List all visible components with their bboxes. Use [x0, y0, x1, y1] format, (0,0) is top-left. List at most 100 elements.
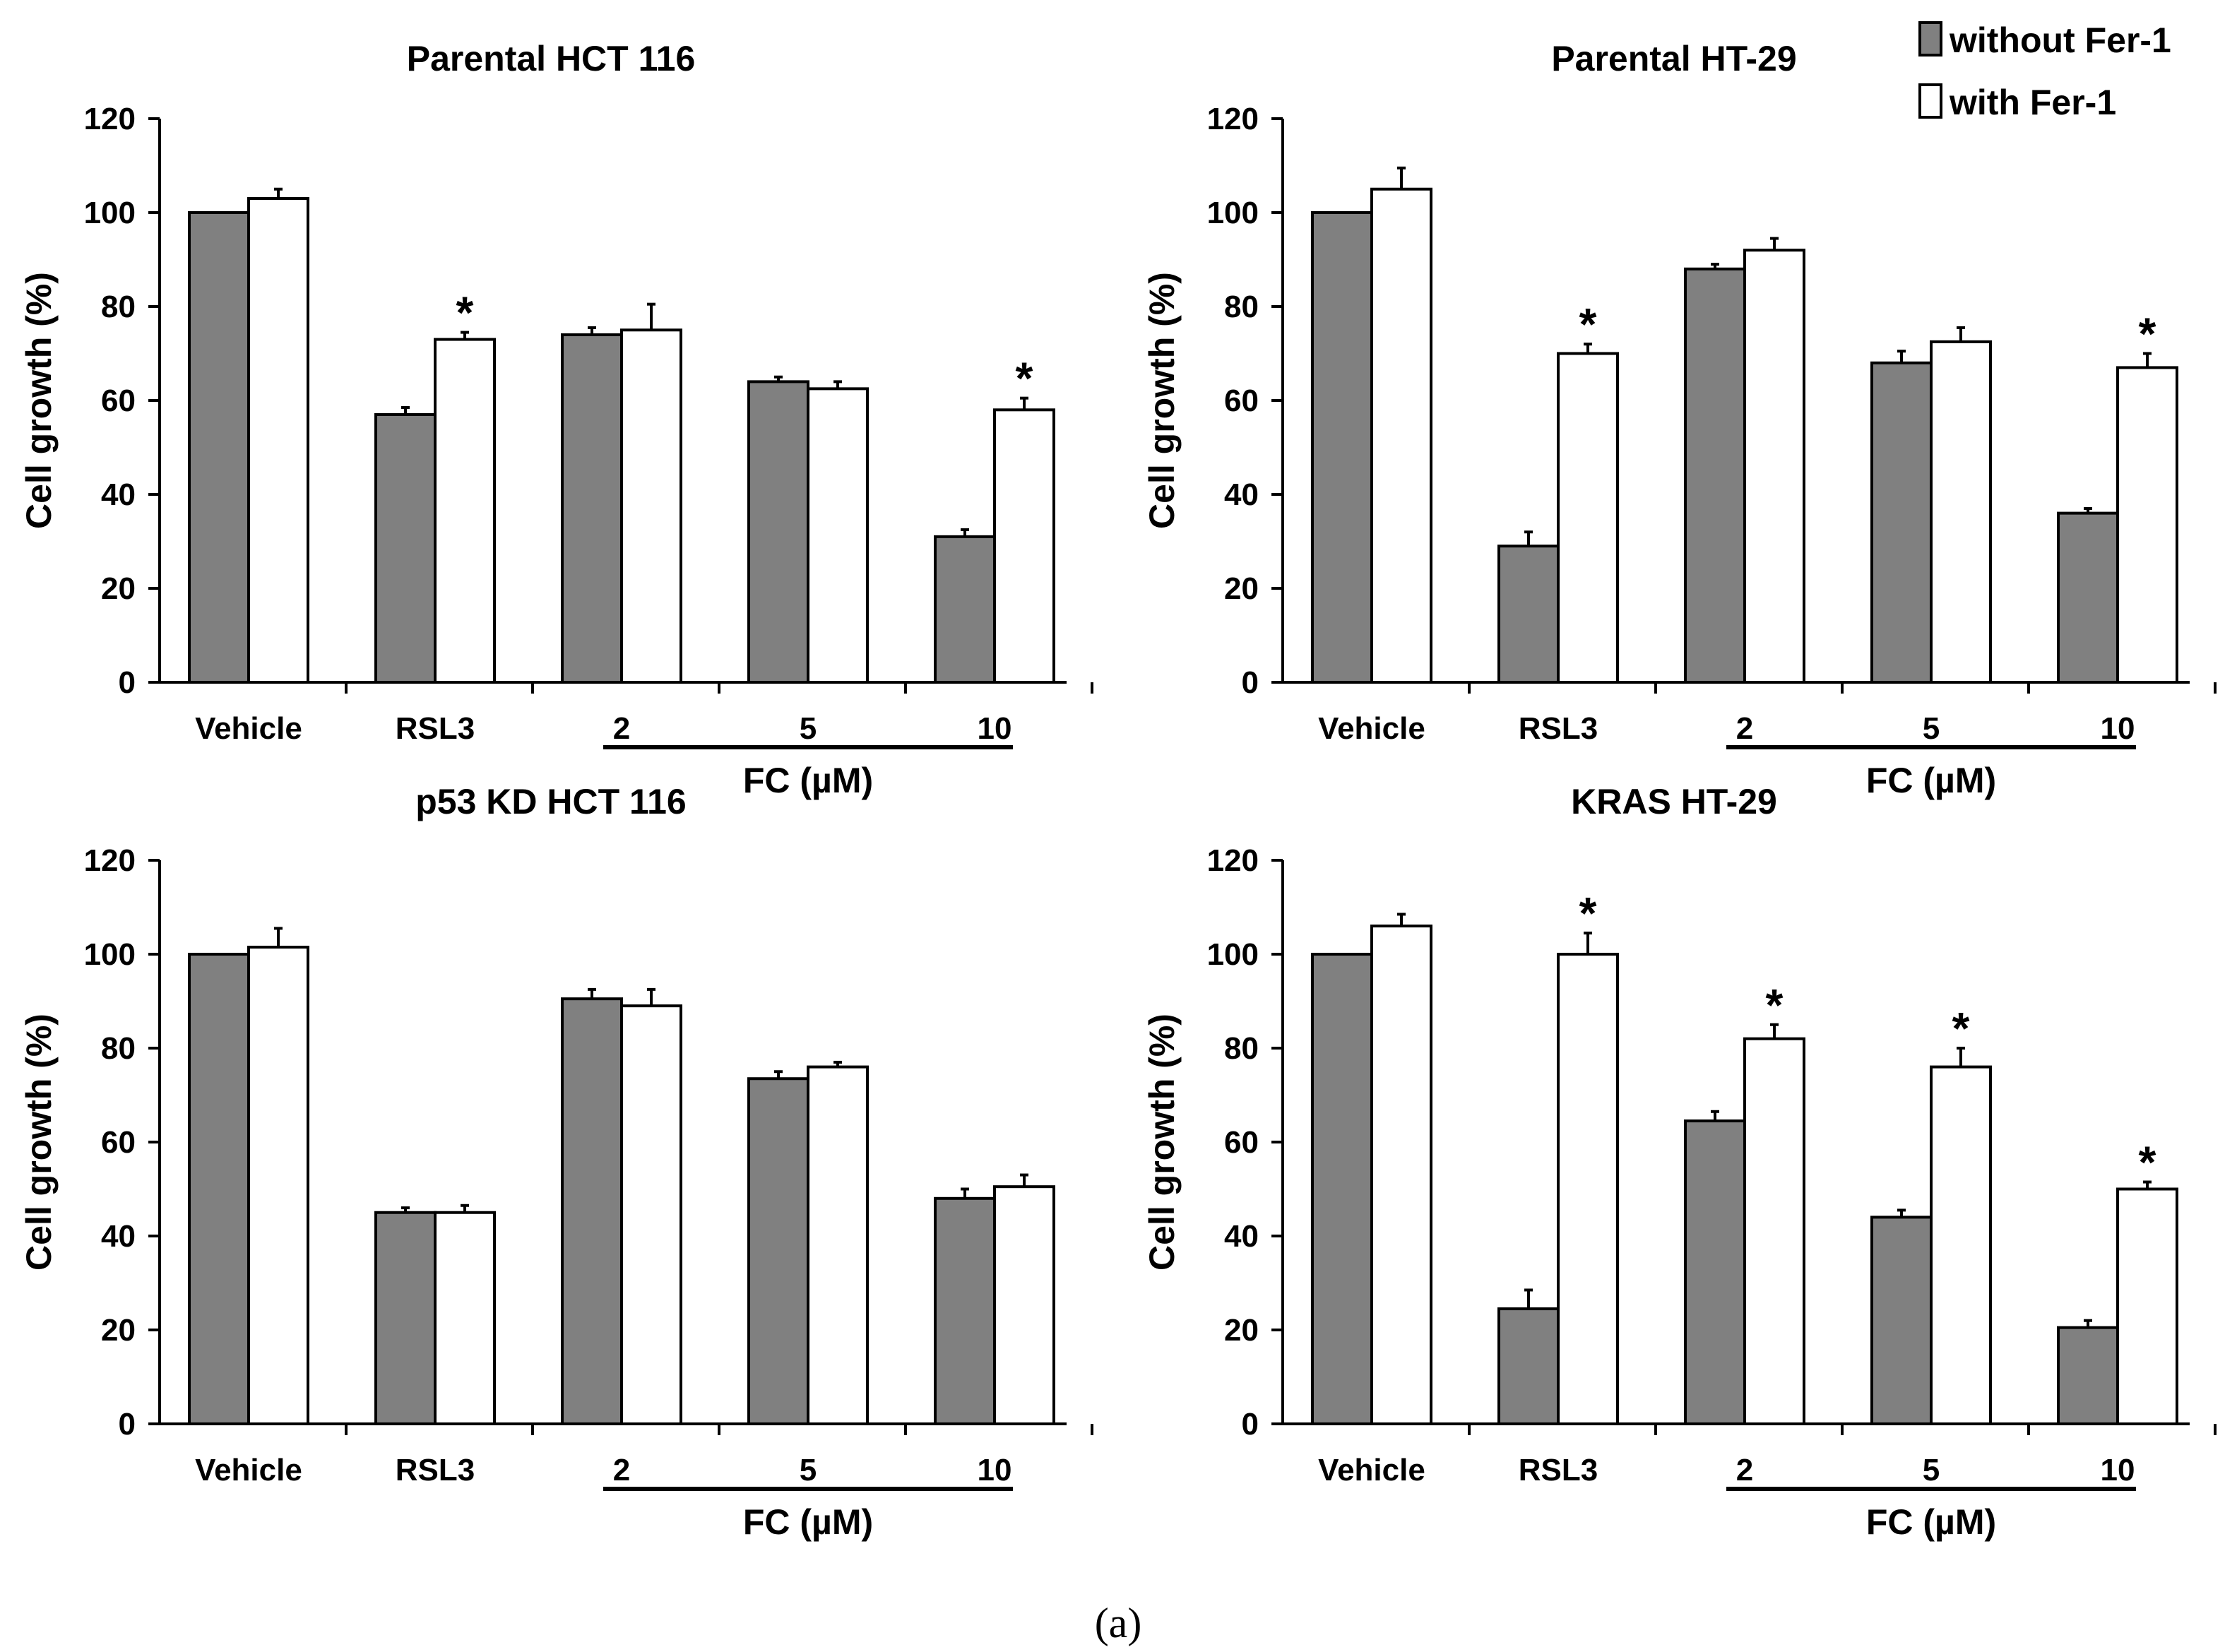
- bar-with-fer1-RSL3: [1557, 953, 1619, 1425]
- significance-star: *: [1952, 1003, 1970, 1054]
- bar-without-fer1-2: [1684, 1119, 1746, 1425]
- y-tick-label: 60: [1224, 384, 1259, 418]
- chart-panel-2: Parental HT-29 Cell growth (%) Vehicle * RSL…: [1142, 39, 2217, 800]
- y-axis-label: Cell growth (%): [19, 1014, 59, 1271]
- bar-with-fer1-RSL3: [434, 1211, 496, 1425]
- y-tick-label: 20: [101, 571, 136, 606]
- y-tick-label: 120: [1207, 102, 1259, 136]
- x-tick-label: Vehicle: [195, 1453, 302, 1487]
- bar-with-fer1-RSL3: [1557, 352, 1619, 684]
- bar-without-fer1-5: [1870, 361, 1933, 684]
- legend-swatch-with-fer1: [1918, 83, 1942, 119]
- bar-without-fer1-Vehicle: [1311, 211, 1373, 684]
- chart-panels: Parental HCT 116 Cell growth (%) Vehicle * R…: [19, 39, 2217, 1542]
- bar-with-fer1-10: [993, 408, 1055, 684]
- x-tick-label: Vehicle: [195, 711, 302, 746]
- chart-panel-4: KRAS HT-29 Cell growth (%) Vehicle * RSL3 * 2 *…: [1142, 782, 2217, 1542]
- y-tick-label: 80: [101, 1031, 136, 1066]
- x-tick-label: 10: [978, 711, 1012, 746]
- bar-without-fer1-Vehicle: [188, 211, 250, 684]
- significance-star: *: [1579, 888, 1597, 939]
- y-tick-label: 60: [101, 1125, 136, 1160]
- bar-with-fer1-10: [2116, 1187, 2178, 1425]
- bar-without-fer1-RSL3: [374, 412, 437, 684]
- y-tick-label: 20: [1224, 1313, 1259, 1348]
- y-tick-label: 40: [1224, 1219, 1259, 1254]
- bar-with-fer1-Vehicle: [1370, 187, 1432, 684]
- x-tick-label: 2: [1736, 1453, 1753, 1487]
- y-axis-label: Cell growth (%): [19, 272, 59, 529]
- significance-star: *: [2139, 309, 2156, 359]
- bar-without-fer1-Vehicle: [188, 953, 250, 1425]
- bar-without-fer1-10: [2057, 511, 2119, 684]
- x-tick-label: 5: [1923, 711, 1940, 746]
- y-tick-label: 60: [101, 384, 136, 418]
- bar-without-fer1-2: [561, 997, 623, 1426]
- significance-star: *: [1766, 980, 1784, 1030]
- x-tick-label: Vehicle: [1318, 711, 1425, 746]
- y-tick-label: 100: [84, 196, 136, 230]
- bar-with-fer1-2: [1743, 249, 1805, 684]
- y-tick-label: 80: [1224, 1031, 1259, 1066]
- y-tick-label: 100: [1207, 937, 1259, 972]
- bar-without-fer1-5: [747, 1077, 809, 1425]
- bar-with-fer1-Vehicle: [1370, 925, 1432, 1425]
- significance-star: *: [1016, 353, 1033, 404]
- y-tick-label: 60: [1224, 1125, 1259, 1160]
- bar-without-fer1-10: [934, 535, 996, 684]
- y-axis-label: Cell growth (%): [1142, 1014, 1182, 1271]
- significance-star: *: [1579, 299, 1597, 350]
- bar-without-fer1-RSL3: [1497, 545, 1560, 684]
- bar-with-fer1-5: [1930, 1065, 1992, 1425]
- bar-with-fer1-10: [2116, 366, 2178, 684]
- y-tick-label: 40: [101, 1219, 136, 1254]
- x-tick-label: 2: [1736, 711, 1753, 746]
- x-tick-label: 5: [1923, 1453, 1940, 1487]
- bar-without-fer1-10: [934, 1196, 996, 1426]
- group-label-fc: FC (µM): [1866, 761, 1996, 800]
- group-label-fc: FC (µM): [743, 1502, 873, 1542]
- x-tick-label: 10: [2101, 711, 2135, 746]
- bar-without-fer1-5: [747, 380, 809, 684]
- panel-title: Parental HT-29: [1551, 39, 1796, 78]
- bar-without-fer1-10: [2057, 1326, 2119, 1426]
- y-tick-label: 0: [119, 1407, 136, 1442]
- y-tick-label: 120: [84, 102, 136, 136]
- y-tick-label: 0: [1242, 1407, 1259, 1442]
- bar-with-fer1-Vehicle: [247, 946, 309, 1425]
- y-tick-label: 40: [1224, 477, 1259, 512]
- x-tick-label: 2: [613, 1453, 630, 1487]
- y-tick-label: 100: [1207, 196, 1259, 230]
- chart-panel-1: Parental HCT 116 Cell growth (%) Vehicle * R…: [19, 39, 1093, 800]
- bar-with-fer1-RSL3: [434, 338, 496, 684]
- y-tick-label: 100: [84, 937, 136, 972]
- x-tick-label: 5: [800, 711, 817, 746]
- x-tick-label: RSL3: [1519, 1453, 1598, 1487]
- y-tick-label: 0: [1242, 665, 1259, 700]
- significance-star: *: [456, 287, 474, 338]
- x-tick-label: RSL3: [1519, 711, 1598, 746]
- x-tick-label: RSL3: [396, 711, 475, 746]
- figure-caption: (a): [1095, 1600, 1142, 1646]
- y-tick-label: 80: [1224, 290, 1259, 324]
- x-tick-label: 10: [2101, 1453, 2135, 1487]
- legend-label-without-fer1: without Fer-1: [1949, 20, 2171, 60]
- panel-title: p53 KD HCT 116: [415, 782, 686, 821]
- bar-without-fer1-2: [561, 333, 623, 684]
- bar-without-fer1-5: [1870, 1216, 1933, 1426]
- group-label-fc: FC (µM): [1866, 1502, 1996, 1542]
- y-tick-label: 120: [1207, 843, 1259, 878]
- panel-title: KRAS HT-29: [1571, 782, 1777, 821]
- significance-star: *: [2139, 1137, 2156, 1188]
- legend-swatch-without-fer1: [1918, 21, 1942, 57]
- bar-with-fer1-Vehicle: [247, 197, 309, 684]
- legend-label-with-fer1: with Fer-1: [1949, 83, 2116, 122]
- x-tick-label: RSL3: [396, 1453, 475, 1487]
- bar-with-fer1-10: [993, 1185, 1055, 1426]
- bar-with-fer1-2: [620, 328, 682, 684]
- x-tick-label: Vehicle: [1318, 1453, 1425, 1487]
- bar-with-fer1-5: [807, 1065, 869, 1425]
- panel-title: Parental HCT 116: [407, 39, 696, 78]
- bar-without-fer1-2: [1684, 267, 1746, 684]
- bar-without-fer1-RSL3: [1497, 1307, 1560, 1425]
